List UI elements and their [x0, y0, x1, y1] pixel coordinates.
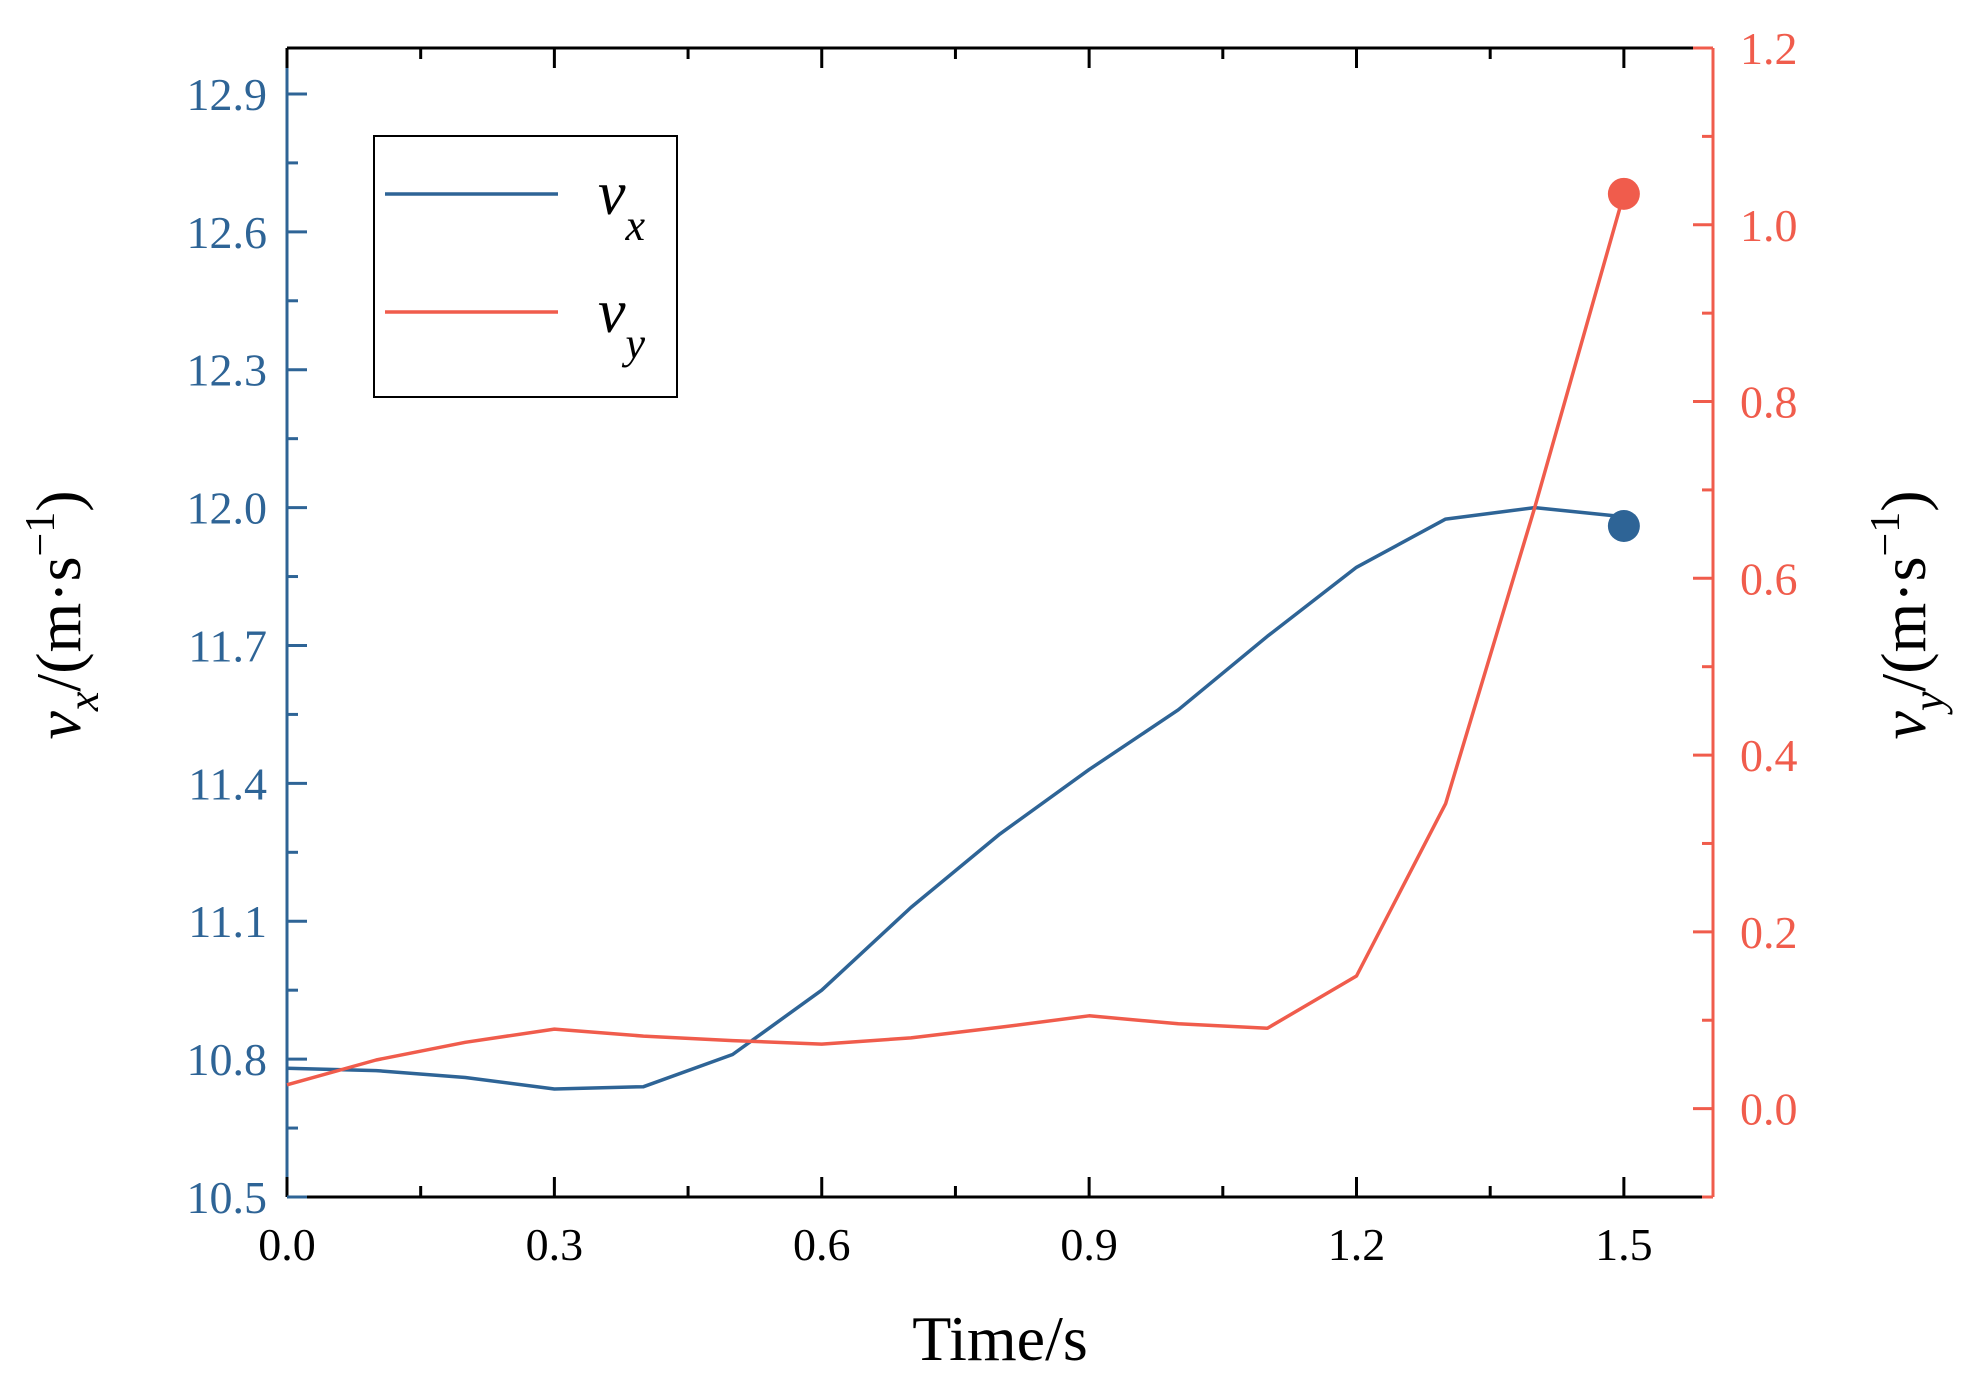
right-y-axis-title: vy/(m·s−1) — [1863, 490, 1953, 739]
y-left-tick-label: 11.7 — [188, 620, 267, 671]
x-tick-label: 1.2 — [1328, 1219, 1386, 1270]
legend-label-vy: vy — [598, 278, 646, 368]
y-left-tick-label: 12.9 — [187, 69, 268, 120]
y-right-tick-label: 1.2 — [1740, 23, 1798, 74]
y-right-tick-label: 0.0 — [1740, 1084, 1798, 1135]
y-right-tick-label: 1.0 — [1740, 200, 1798, 251]
x-tick-label: 0.0 — [258, 1219, 316, 1270]
y-right-tick-label: 0.8 — [1740, 377, 1798, 428]
legend-box — [373, 135, 678, 398]
left-y-axis-title: vx/(m·s−1) — [18, 490, 108, 739]
y-left-tick-label: 12.6 — [187, 207, 268, 258]
series-line-vx — [286, 505, 1625, 1091]
y-left-tick-label: 11.4 — [188, 758, 267, 809]
y-left-tick-label: 11.1 — [188, 896, 267, 947]
y-left-tick-label: 12.3 — [187, 345, 268, 396]
y-left-tick-label: 10.8 — [187, 1034, 268, 1085]
y-left-tick-label: 12.0 — [187, 483, 268, 534]
x-tick-label: 1.5 — [1595, 1219, 1653, 1270]
y-right-tick-label: 0.6 — [1740, 553, 1798, 604]
y-right-tick-label: 0.4 — [1740, 730, 1798, 781]
end-marker-vx — [1607, 509, 1640, 542]
y-left-tick-label: 10.5 — [187, 1172, 268, 1223]
y-right-tick-label: 0.2 — [1740, 907, 1798, 958]
end-marker-vy — [1607, 177, 1640, 210]
x-tick-label: 0.3 — [526, 1219, 584, 1270]
x-axis-title: Time/s — [912, 1303, 1088, 1374]
x-tick-label: 0.6 — [793, 1219, 851, 1270]
legend-label-vx: vx — [598, 160, 646, 250]
x-tick-label: 0.9 — [1060, 1219, 1118, 1270]
series-line-vy — [286, 193, 1626, 1087]
